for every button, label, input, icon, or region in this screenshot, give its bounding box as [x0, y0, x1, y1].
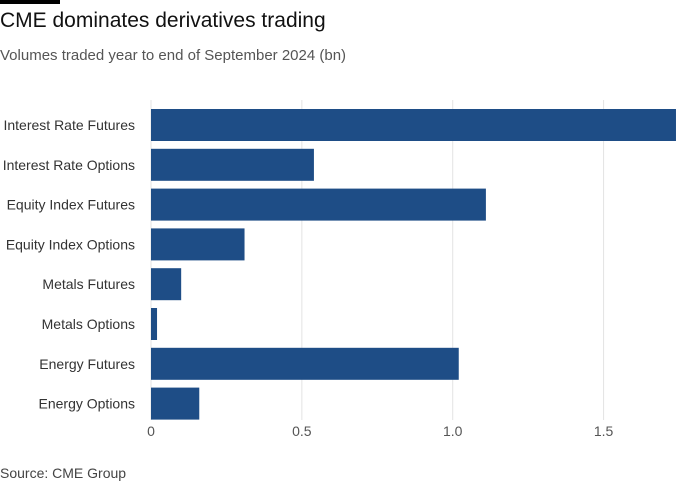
category-label: Equity Index Options	[6, 236, 135, 252]
bar	[151, 109, 676, 141]
bar	[151, 387, 200, 420]
category-label: Interest Rate Futures	[3, 117, 135, 133]
bar	[151, 308, 158, 340]
bar-chart: Interest Rate Futures Interest Rate Optio…	[3, 100, 676, 439]
x-tick-label: 0.5	[292, 423, 312, 439]
category-label: Equity Index Futures	[7, 197, 135, 213]
x-axis-ticks: 0 0.5 1.0 1.5	[147, 423, 613, 439]
bar	[151, 268, 182, 301]
bar	[151, 228, 245, 261]
category-label: Metals Options	[42, 316, 135, 332]
bars	[151, 109, 676, 420]
category-label: Energy Futures	[39, 356, 135, 372]
x-tick-label: 0	[147, 423, 155, 439]
bar	[151, 347, 459, 380]
category-label: Energy Options	[39, 396, 136, 412]
category-label: Metals Futures	[42, 276, 135, 292]
top-rule	[0, 0, 60, 4]
source-note: Source: CME Group	[0, 465, 127, 481]
x-tick-label: 1.0	[443, 423, 463, 439]
bar	[151, 148, 314, 181]
category-label: Interest Rate Options	[3, 157, 135, 173]
chart-title: CME dominates derivatives trading	[0, 9, 326, 32]
category-labels: Interest Rate Futures Interest Rate Optio…	[3, 117, 135, 412]
bar	[151, 188, 486, 221]
x-tick-label: 1.5	[594, 423, 614, 439]
chart-subtitle: Volumes traded year to end of September …	[0, 47, 347, 64]
